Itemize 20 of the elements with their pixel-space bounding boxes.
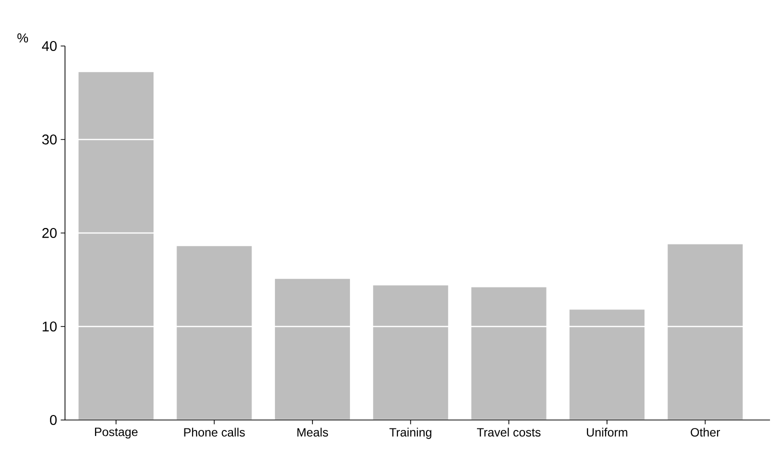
bar xyxy=(373,285,448,420)
bar xyxy=(668,244,743,420)
bar xyxy=(274,278,350,420)
x-tick-label: Travel costs xyxy=(476,428,540,437)
y-tick-label: 40 xyxy=(42,41,57,51)
y-tick-label: 30 xyxy=(42,134,57,144)
bar xyxy=(78,72,154,420)
y-axis-title: % xyxy=(17,33,28,42)
x-tick-label: Phone calls xyxy=(184,428,245,437)
y-tick-label: 0 xyxy=(50,415,57,425)
x-tick-label: Other xyxy=(690,428,720,437)
y-tick-label: 10 xyxy=(42,322,57,332)
y-tick-label: 20 xyxy=(42,228,57,238)
bar xyxy=(471,287,546,420)
x-tick-label: Postage xyxy=(95,428,138,439)
x-tick-label: Uniform xyxy=(586,428,628,437)
bar xyxy=(570,310,645,420)
bar xyxy=(176,246,252,420)
x-tick-label: Training xyxy=(389,428,432,439)
x-tick-label: Meals xyxy=(297,428,328,437)
